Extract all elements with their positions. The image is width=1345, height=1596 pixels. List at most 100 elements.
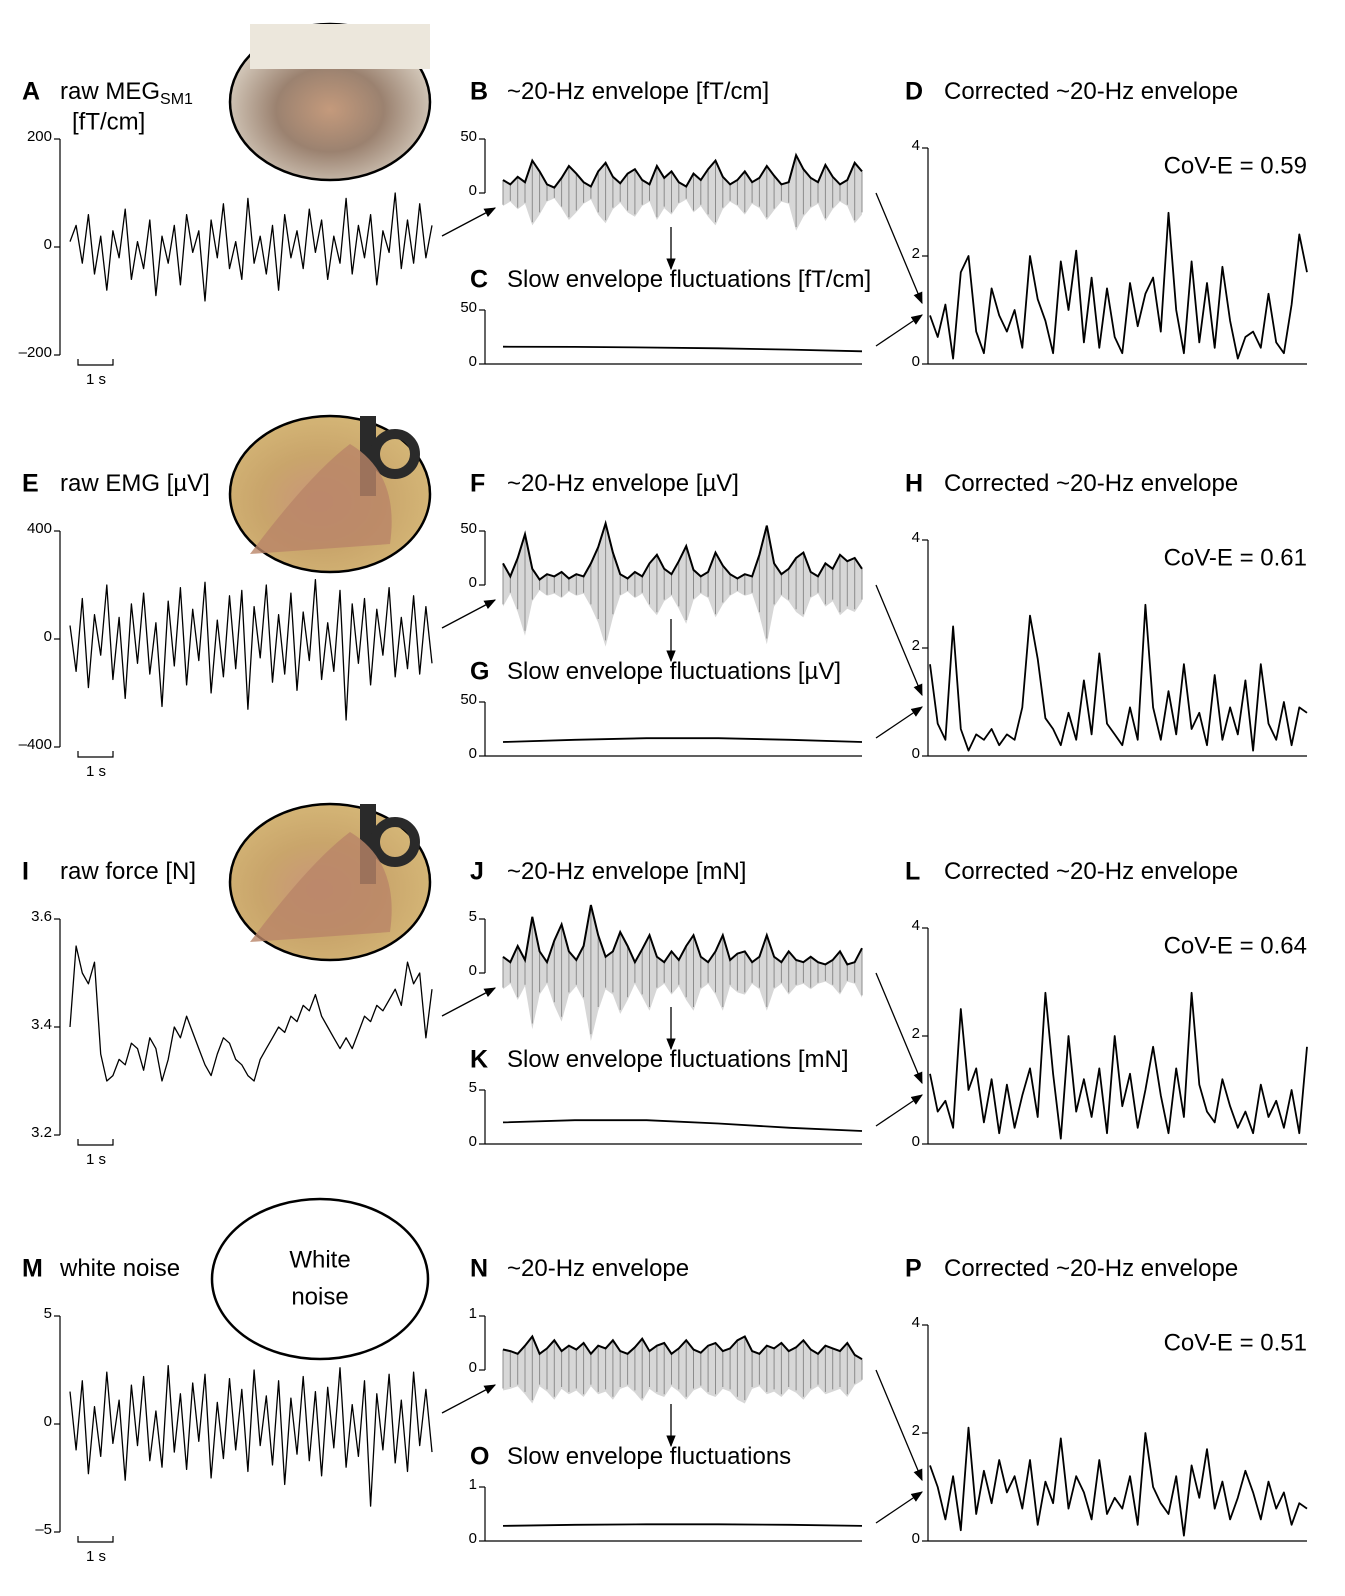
y-tick-label: 0	[469, 1133, 477, 1150]
panel-letter: O	[470, 1443, 489, 1471]
panel-letter: F	[470, 470, 485, 498]
y-tick-label: 5	[469, 908, 477, 925]
annotation: CoV-E = 0.64	[1164, 932, 1307, 959]
y-tick-label: 0	[469, 1530, 477, 1547]
panel-letter: K	[470, 1046, 488, 1074]
flow-arrow	[875, 192, 923, 305]
scale-bar	[77, 751, 114, 758]
y-tick-label: 3.4	[31, 1016, 52, 1033]
signal-line	[69, 192, 433, 302]
signal-line	[502, 1119, 863, 1132]
y-tick-label: 3.2	[31, 1124, 52, 1141]
flow-arrow	[441, 207, 497, 237]
y-tick-label: 0	[912, 1133, 920, 1150]
panel-title: raw MEGSM1	[60, 78, 193, 108]
scale-label: 1 s	[86, 371, 106, 388]
panel-title: Corrected ~20-Hz envelope	[944, 470, 1238, 497]
panel-unit: [fT/cm]	[72, 108, 145, 135]
title-text: raw MEG	[60, 78, 160, 105]
title-text: Slow envelope fluctuations	[507, 1443, 791, 1470]
title-text: ~20-Hz envelope [µV]	[507, 470, 739, 497]
y-tick-label: 1	[469, 1476, 477, 1493]
signal-line	[502, 345, 863, 353]
inset-text: noise	[291, 1283, 348, 1310]
title-text: Corrected ~20-Hz envelope	[944, 858, 1238, 885]
photo-hand	[250, 832, 392, 942]
title-text: ~20-Hz envelope	[507, 1255, 689, 1282]
panel-title: raw EMG [µV]	[60, 470, 210, 497]
panel-letter: D	[905, 78, 923, 106]
title-text: Slow envelope fluctuations [fT/cm]	[507, 266, 871, 293]
carrier-signal	[502, 1336, 863, 1401]
carrier-band	[503, 1336, 862, 1404]
panel-title: Corrected ~20-Hz envelope	[944, 1255, 1238, 1282]
y-tick-label: 2	[912, 245, 920, 262]
y-tick-label: 2	[912, 1025, 920, 1042]
y-tick-label: 0	[469, 182, 477, 199]
panel-title: Slow envelope fluctuations	[507, 1443, 791, 1470]
y-tick-label: 3.6	[31, 908, 52, 925]
scale-bar	[77, 1139, 114, 1146]
carrier-signal	[502, 155, 863, 227]
signal-line	[929, 603, 1308, 752]
panel-title: ~20-Hz envelope [mN]	[507, 858, 746, 885]
carrier-band	[503, 523, 862, 647]
carrier-signal	[502, 905, 863, 1035]
panel-title: white noise	[59, 1255, 180, 1282]
panel-title: ~20-Hz envelope	[507, 1255, 689, 1282]
scale-bar	[77, 359, 114, 366]
title-text: Corrected ~20-Hz envelope	[944, 78, 1238, 105]
y-tick-label: 0	[912, 1530, 920, 1547]
signal-line	[929, 1426, 1308, 1537]
y-tick-label: 50	[460, 520, 477, 537]
panel-letter: N	[470, 1255, 488, 1283]
photo-knob	[370, 817, 420, 867]
y-tick-label: 0	[469, 745, 477, 762]
y-tick-label: –5	[35, 1521, 52, 1538]
title-text: Slow envelope fluctuations [µV]	[507, 658, 841, 685]
panel-letter: G	[470, 658, 489, 686]
panel-title: ~20-Hz envelope [fT/cm]	[507, 78, 769, 105]
y-tick-label: 200	[27, 128, 52, 145]
flow-arrow	[875, 706, 923, 739]
y-tick-label: 2	[912, 637, 920, 654]
title-text: ~20-Hz envelope [fT/cm]	[507, 78, 769, 105]
title-text: raw EMG [µV]	[60, 470, 210, 497]
y-tick-label: 0	[469, 962, 477, 979]
title-text: ~20-Hz envelope [mN]	[507, 858, 746, 885]
y-tick-label: 0	[912, 353, 920, 370]
y-tick-label: 0	[469, 574, 477, 591]
panel-title: Corrected ~20-Hz envelope	[944, 78, 1238, 105]
carrier-band	[503, 905, 862, 1041]
panel-letter: E	[22, 470, 39, 498]
panel-title: Slow envelope fluctuations [mN]	[507, 1046, 849, 1073]
inset-text: White	[289, 1246, 350, 1273]
y-tick-label: 50	[460, 299, 477, 316]
panel-letter: M	[22, 1255, 43, 1283]
panel-letter: H	[905, 470, 923, 498]
annotation: CoV-E = 0.59	[1164, 152, 1307, 179]
y-tick-label: 0	[469, 1359, 477, 1376]
y-tick-label: 4	[912, 137, 920, 154]
panel-letter: L	[905, 858, 920, 886]
carrier-signal	[502, 523, 863, 641]
y-tick-label: 0	[44, 1413, 52, 1430]
title-text: Slow envelope fluctuations [mN]	[507, 1046, 849, 1073]
y-tick-label: –200	[19, 344, 52, 361]
y-tick-label: –400	[19, 736, 52, 753]
y-tick-label: 5	[469, 1079, 477, 1096]
flow-arrow	[875, 972, 923, 1085]
signal-line	[929, 211, 1308, 360]
y-tick-label: 4	[912, 1314, 920, 1331]
panel-letter: B	[470, 78, 488, 106]
flow-arrow	[441, 1384, 497, 1414]
title-text: white noise	[59, 1255, 180, 1282]
panel-title: Slow envelope fluctuations [fT/cm]	[507, 266, 871, 293]
flow-arrow	[875, 584, 923, 697]
y-tick-label: 50	[460, 128, 477, 145]
y-tick-label: 4	[912, 529, 920, 546]
title-subscript: SM1	[160, 91, 193, 108]
y-tick-label: 0	[912, 745, 920, 762]
scale-label: 1 s	[86, 1548, 106, 1565]
